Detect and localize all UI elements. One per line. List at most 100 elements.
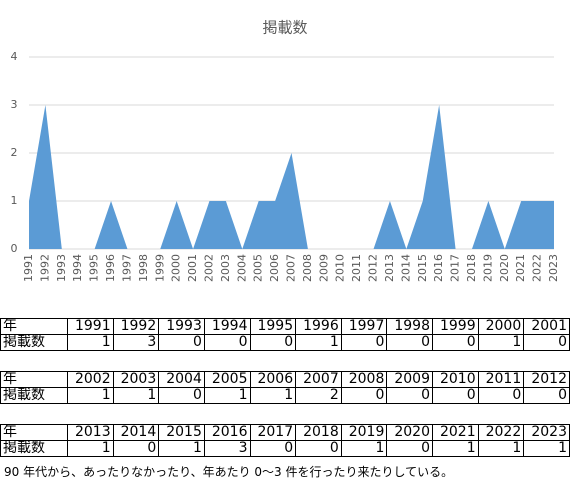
table-cell: 2016 bbox=[203, 424, 251, 441]
table-cell: 2019 bbox=[340, 424, 388, 441]
table-cell: 1 bbox=[67, 334, 114, 351]
x-tick-label: 1993 bbox=[55, 254, 68, 282]
table-cell: 0 bbox=[340, 334, 388, 351]
table-row: 掲載数 1 3 0 0 0 1 0 0 0 1 0 bbox=[0, 334, 570, 351]
table-cell: 2015 bbox=[158, 424, 205, 441]
row-header: 年 bbox=[0, 318, 68, 335]
table-cell: 2017 bbox=[249, 424, 297, 441]
table-cell: 2005 bbox=[203, 371, 251, 388]
x-tick-label: 1997 bbox=[120, 254, 133, 282]
x-tick-label: 2006 bbox=[268, 254, 281, 282]
x-tick-label: 2023 bbox=[547, 254, 560, 282]
table-cell: 1997 bbox=[340, 318, 388, 335]
table-cell: 1991 bbox=[67, 318, 114, 335]
table-cell: 2008 bbox=[340, 371, 388, 388]
table-cell: 1 bbox=[67, 387, 114, 404]
x-tick-label: 2011 bbox=[350, 254, 363, 282]
x-tick-label: 2001 bbox=[186, 254, 199, 282]
table-cell: 3 bbox=[203, 440, 251, 457]
table-cell: 0 bbox=[249, 440, 297, 457]
table-cell: 1993 bbox=[158, 318, 205, 335]
x-tick-label: 1991 bbox=[22, 254, 35, 282]
table-cell: 2 bbox=[295, 387, 342, 404]
data-table: 年 1991 1992 1993 1994 1995 1996 1997 1998 1999 200… bbox=[0, 318, 570, 351]
table-cell: 1 bbox=[477, 334, 525, 351]
table-cell: 1 bbox=[67, 440, 114, 457]
row-header: 掲載数 bbox=[0, 387, 68, 404]
table-cell: 1992 bbox=[112, 318, 160, 335]
row-header: 年 bbox=[0, 371, 68, 388]
table-cell: 0 bbox=[432, 387, 479, 404]
chart-title: 掲載数 bbox=[262, 19, 307, 37]
x-tick-label: 2017 bbox=[449, 254, 462, 282]
table-cell: 3 bbox=[112, 334, 160, 351]
table-cell: 2020 bbox=[386, 424, 433, 441]
table-cell: 0 bbox=[158, 387, 205, 404]
x-tick-label: 1994 bbox=[71, 254, 84, 282]
table-cell: 1 bbox=[112, 387, 160, 404]
table-cell: 0 bbox=[477, 387, 525, 404]
table-cell: 2021 bbox=[432, 424, 479, 441]
table-cell: 0 bbox=[386, 440, 433, 457]
table-cell: 1 bbox=[249, 387, 297, 404]
table-cell: 2012 bbox=[523, 371, 570, 388]
table-cell: 1 bbox=[158, 440, 205, 457]
x-tick-label: 2005 bbox=[252, 254, 265, 282]
table-cell: 2001 bbox=[523, 318, 570, 335]
x-tick-label: 2008 bbox=[301, 254, 314, 282]
table-cell: 1998 bbox=[386, 318, 433, 335]
x-tick-label: 1999 bbox=[153, 254, 166, 282]
x-tick-label: 2014 bbox=[399, 254, 412, 282]
row-header: 掲載数 bbox=[0, 334, 68, 351]
table-cell: 1995 bbox=[249, 318, 297, 335]
x-tick-label: 1996 bbox=[104, 254, 117, 282]
table-cell: 0 bbox=[340, 387, 388, 404]
table-cell: 1 bbox=[432, 440, 479, 457]
table-cell: 0 bbox=[523, 387, 570, 404]
row-header: 掲載数 bbox=[0, 440, 68, 457]
table-row: 掲載数 1 1 0 1 1 2 0 0 0 0 0 bbox=[0, 387, 570, 404]
table-cell: 1 bbox=[203, 387, 251, 404]
data-table: 年 2002 2003 2004 2005 2006 2007 2008 2009 2010 201… bbox=[0, 371, 570, 404]
table-cell: 0 bbox=[203, 334, 251, 351]
x-tick-label: 2019 bbox=[481, 254, 494, 282]
x-tick-label: 2020 bbox=[498, 254, 511, 282]
x-tick-label: 2003 bbox=[219, 254, 232, 282]
x-tick-label: 1992 bbox=[38, 254, 51, 282]
table-cell: 1999 bbox=[432, 318, 479, 335]
chart: 掲載数 0 1 2 3 4 1991 1992 1993 1994 1995 1996 1997 199… bbox=[11, 19, 561, 283]
table-cell: 1 bbox=[477, 440, 525, 457]
x-tick-label: 1998 bbox=[137, 254, 150, 282]
x-tick-label: 2002 bbox=[202, 254, 215, 282]
table-cell: 2004 bbox=[158, 371, 205, 388]
table-cell: 2023 bbox=[523, 424, 570, 441]
table-cell: 0 bbox=[386, 387, 433, 404]
table-cell: 0 bbox=[249, 334, 297, 351]
y-tick-label: 3 bbox=[11, 98, 18, 111]
y-tick-label: 1 bbox=[11, 194, 18, 207]
row-header: 年 bbox=[0, 424, 68, 441]
table-cell: 0 bbox=[158, 334, 205, 351]
table-cell: 2002 bbox=[67, 371, 114, 388]
table-cell: 1 bbox=[523, 440, 570, 457]
table-cell: 2006 bbox=[249, 371, 297, 388]
table-cell: 2009 bbox=[386, 371, 433, 388]
x-tick-label: 1995 bbox=[88, 254, 101, 282]
table-row: 年 2002 2003 2004 2005 2006 2007 2008 2009 2010 201… bbox=[0, 371, 570, 388]
table-cell: 1 bbox=[340, 440, 388, 457]
table-cell: 2018 bbox=[295, 424, 342, 441]
table-cell: 1996 bbox=[295, 318, 342, 335]
table-row: 掲載数 1 0 1 3 0 0 1 0 1 1 1 bbox=[0, 440, 570, 457]
x-tick-label: 2012 bbox=[367, 254, 380, 282]
table-cell: 1994 bbox=[203, 318, 251, 335]
x-tick-label: 2010 bbox=[334, 254, 347, 282]
table-cell: 1 bbox=[295, 334, 342, 351]
x-tick-label: 2013 bbox=[383, 254, 396, 282]
x-tick-label: 2016 bbox=[432, 254, 445, 282]
x-tick-label: 2022 bbox=[531, 254, 544, 282]
x-tick-label: 2009 bbox=[317, 254, 330, 282]
table-cell: 2022 bbox=[477, 424, 525, 441]
table-cell: 2007 bbox=[295, 371, 342, 388]
x-tick-label: 2000 bbox=[170, 254, 183, 282]
